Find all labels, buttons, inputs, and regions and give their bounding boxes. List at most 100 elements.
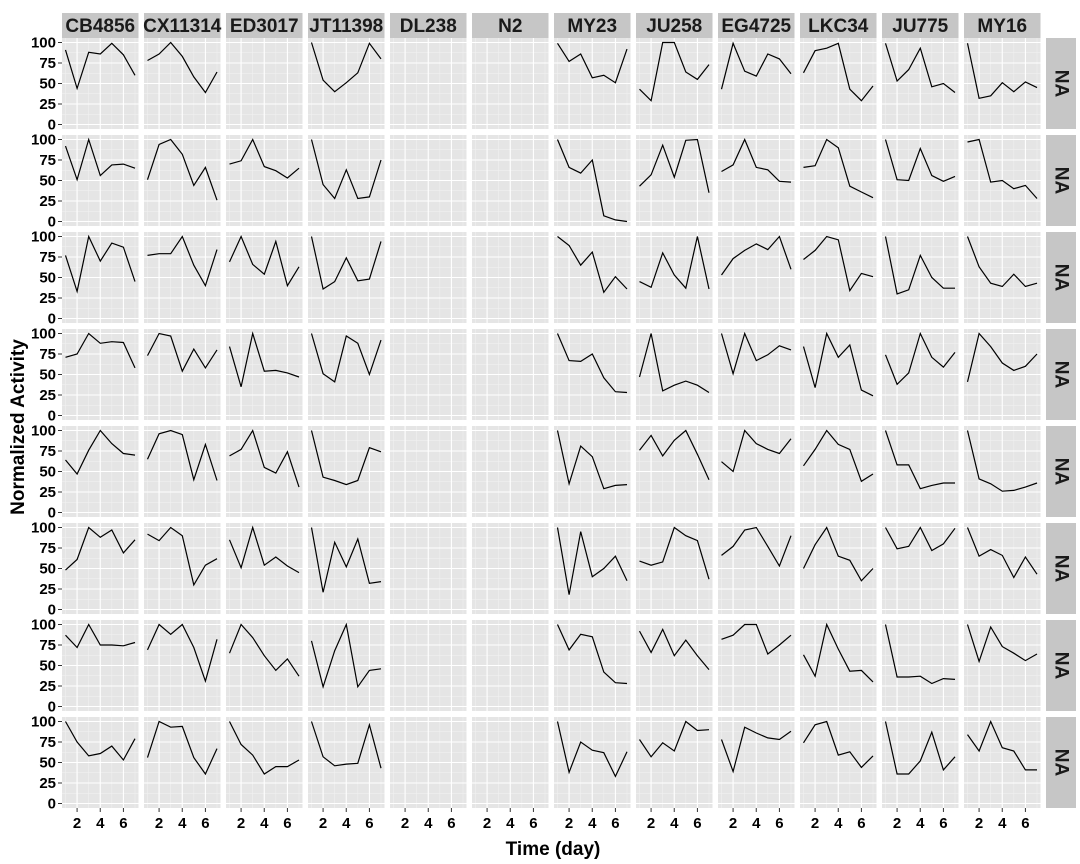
series-line <box>146 138 218 201</box>
row-strip-background <box>1046 135 1076 226</box>
series-line <box>228 331 300 387</box>
facet-panel <box>62 38 139 129</box>
series-line <box>966 332 1038 383</box>
series-line <box>639 41 710 102</box>
row-strip: NA <box>1046 426 1076 517</box>
facet-panel <box>636 329 713 420</box>
y-tick-label: 25 <box>39 775 56 792</box>
y-tick-label: 0 <box>48 214 56 231</box>
facet-panel <box>308 38 385 129</box>
facet-panel <box>144 620 221 711</box>
facet-panel <box>226 38 303 129</box>
facet-panel <box>472 135 549 226</box>
y-axis-title: Normalized Activity <box>8 339 29 515</box>
x-tick-label: 2 <box>975 815 983 832</box>
series-line <box>64 234 136 294</box>
column-strip: JU258 <box>636 13 713 38</box>
series-line <box>556 527 628 595</box>
column-strip-background <box>718 13 795 38</box>
y-tick-label: 25 <box>39 290 56 307</box>
facet-panel <box>636 620 713 711</box>
row-strip-label: NA <box>1051 361 1072 389</box>
series-line <box>64 137 136 182</box>
facet-panel <box>390 135 467 226</box>
column-strip-label: CB4856 <box>65 16 135 37</box>
facet-panel <box>718 620 795 711</box>
series-line <box>884 43 956 93</box>
y-tick-label: 100 <box>31 35 56 52</box>
row-strip: NA <box>1046 329 1076 420</box>
facet-panel <box>144 329 221 420</box>
series-line <box>310 333 382 383</box>
column-strip-label: EG4725 <box>721 16 791 37</box>
facet-panel <box>882 717 959 808</box>
row-strip-label: NA <box>1051 264 1072 292</box>
y-tick-label: 100 <box>31 132 56 149</box>
x-tick-label: 2 <box>483 815 491 832</box>
facet-panel <box>882 232 959 323</box>
y-tick-label: 0 <box>48 796 56 813</box>
series-line <box>557 236 628 294</box>
facet-panel <box>718 717 795 808</box>
column-strip-background <box>308 13 385 38</box>
row-strip: NA <box>1046 717 1076 808</box>
row-strip-background <box>1046 523 1076 614</box>
facet-panel <box>636 135 713 226</box>
facet-panel <box>964 523 1041 614</box>
facet-panel <box>62 620 139 711</box>
row-strip-label: NA <box>1051 555 1072 583</box>
x-tick-label: 4 <box>424 815 433 832</box>
column-strip-label: N2 <box>498 16 522 37</box>
y-tick-label: 75 <box>39 152 56 169</box>
series-line <box>310 42 382 93</box>
series-line <box>967 138 1038 199</box>
facet-panel <box>554 38 631 129</box>
row-strip-background <box>1046 426 1076 517</box>
x-tick-label: 2 <box>647 815 655 832</box>
series-line <box>803 235 874 293</box>
x-tick-label: 4 <box>916 815 925 832</box>
series-line <box>966 624 1038 664</box>
x-tick-label: 4 <box>96 815 105 832</box>
x-tick-label: 2 <box>237 815 245 832</box>
facet-panel <box>882 523 959 614</box>
series-line <box>310 139 382 200</box>
facet-panel <box>144 135 221 226</box>
series-line <box>802 42 874 102</box>
x-tick-label: 2 <box>811 815 819 832</box>
series-line <box>966 43 1038 100</box>
series-line <box>884 331 956 386</box>
facet-panel <box>800 426 877 517</box>
facet-panel <box>554 426 631 517</box>
facet-panel <box>800 135 877 226</box>
facet-panel <box>390 329 467 420</box>
series-line <box>884 139 956 182</box>
facet-panel <box>390 717 467 808</box>
row-strip-background <box>1046 620 1076 711</box>
series-line <box>146 720 218 776</box>
row-strip-label: NA <box>1051 70 1072 98</box>
series-line <box>65 623 136 649</box>
facet-panel <box>800 717 877 808</box>
series-line <box>803 138 874 199</box>
facet-panel <box>636 232 713 323</box>
series-line <box>147 41 218 94</box>
facet-panel <box>882 329 959 420</box>
facet-panel <box>964 232 1041 323</box>
x-tick-label: 6 <box>939 815 947 832</box>
column-strip-background <box>390 13 467 38</box>
y-tick-label: 50 <box>39 755 56 772</box>
x-tick-label: 6 <box>693 815 701 832</box>
facet-panel <box>62 717 139 808</box>
facet-panel <box>226 329 303 420</box>
facet-panel <box>800 523 877 614</box>
facet-panel <box>472 426 549 517</box>
row-strip: NA <box>1046 38 1076 129</box>
x-tick-label: 4 <box>260 815 269 832</box>
facet-panel <box>390 523 467 614</box>
y-tick-label: 0 <box>48 311 56 328</box>
facet-panel <box>144 426 221 517</box>
facet-panel <box>472 232 549 323</box>
